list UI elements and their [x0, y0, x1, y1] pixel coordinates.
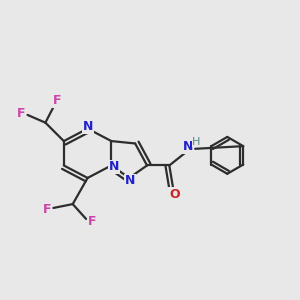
Text: N: N — [109, 160, 119, 173]
Text: N: N — [82, 120, 93, 133]
Text: F: F — [88, 215, 96, 228]
Text: N: N — [183, 140, 193, 153]
Text: F: F — [17, 107, 25, 120]
Text: N: N — [125, 174, 136, 188]
Text: O: O — [169, 188, 180, 201]
Text: F: F — [53, 94, 61, 107]
Text: F: F — [43, 202, 51, 216]
Text: H: H — [192, 137, 201, 147]
